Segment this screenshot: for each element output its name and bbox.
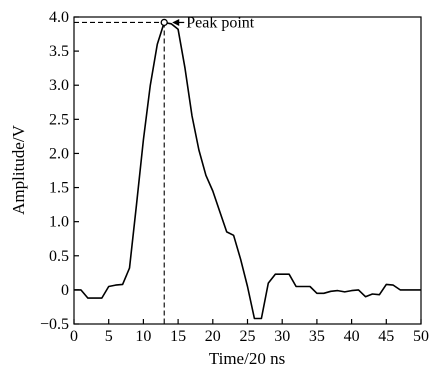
y-tick-label: −0.5 <box>40 316 69 333</box>
y-tick-label: 2.5 <box>49 111 69 128</box>
x-tick-label: 30 <box>274 328 290 345</box>
y-tick-label: 0.5 <box>49 248 69 265</box>
x-tick-label: 5 <box>105 328 113 345</box>
y-tick-label: 3.5 <box>49 43 69 60</box>
y-tick-label: 3.0 <box>49 77 69 94</box>
x-axis-label: Time/20 ns <box>209 349 285 368</box>
series-line <box>74 21 421 320</box>
peak-guides <box>74 21 165 324</box>
x-tick-label: 35 <box>309 328 325 345</box>
x-tick-label: 20 <box>205 328 221 345</box>
x-tick-label: 25 <box>240 328 256 345</box>
x-tick-label: 40 <box>344 328 360 345</box>
x-tick-label: 0 <box>70 328 78 345</box>
x-tick-label: 10 <box>135 328 151 345</box>
annotation-label: Peak point <box>186 14 255 31</box>
y-axis-label: Amplitude/V <box>9 124 28 214</box>
annotation-arrowhead <box>172 18 180 26</box>
peak-marker <box>160 18 168 27</box>
x-tick-label: 15 <box>170 328 186 345</box>
y-tick-label: 1.0 <box>49 214 69 231</box>
annotation-group: Peak point <box>160 14 255 31</box>
y-tick-label: 4.0 <box>49 9 69 26</box>
y-tick-label: 0 <box>61 282 69 299</box>
x-tick-label: 45 <box>378 328 394 345</box>
y-tick-label: 1.5 <box>49 180 69 197</box>
y-tick-label: 2.0 <box>49 145 69 162</box>
x-tick-label: 50 <box>413 328 429 345</box>
tick-labels: 0 5 10 15 20 25 30 35 40 45 50−0.500.51.01.52.02.5… <box>40 9 429 345</box>
